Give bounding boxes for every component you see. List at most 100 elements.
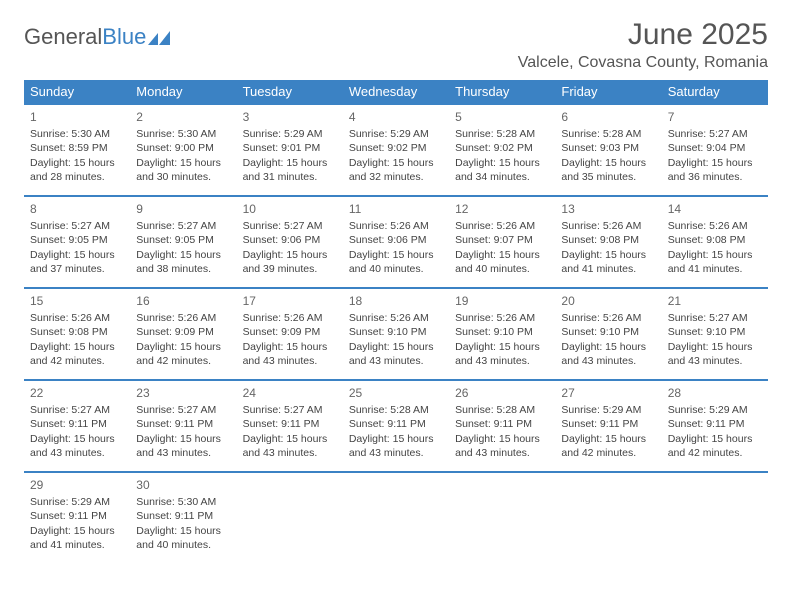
sunrise-line: Sunrise: 5:28 AM xyxy=(455,403,549,417)
day-header: Wednesday xyxy=(343,80,449,104)
sunset-line: Sunset: 9:11 PM xyxy=(136,509,230,523)
sunrise-line: Sunrise: 5:26 AM xyxy=(30,311,124,325)
sunset-line: Sunset: 9:07 PM xyxy=(455,233,549,247)
logo-part2: Blue xyxy=(102,24,146,50)
day-cell: 14Sunrise: 5:26 AMSunset: 9:08 PMDayligh… xyxy=(662,196,768,288)
header: GeneralBlue June 2025 Valcele, Covasna C… xyxy=(24,18,768,72)
day-number: 16 xyxy=(136,293,230,309)
daylight-line: Daylight: 15 hours and 43 minutes. xyxy=(349,340,443,368)
day-number: 6 xyxy=(561,109,655,125)
day-cell: 13Sunrise: 5:26 AMSunset: 9:08 PMDayligh… xyxy=(555,196,661,288)
sunrise-line: Sunrise: 5:26 AM xyxy=(455,219,549,233)
day-number: 3 xyxy=(243,109,337,125)
daylight-line: Daylight: 15 hours and 37 minutes. xyxy=(30,248,124,276)
logo: GeneralBlue xyxy=(24,18,170,50)
day-number: 4 xyxy=(349,109,443,125)
day-cell: 1Sunrise: 5:30 AMSunset: 8:59 PMDaylight… xyxy=(24,104,130,196)
daylight-line: Daylight: 15 hours and 42 minutes. xyxy=(561,432,655,460)
day-cell xyxy=(237,472,343,564)
week-row: 8Sunrise: 5:27 AMSunset: 9:05 PMDaylight… xyxy=(24,196,768,288)
sunrise-line: Sunrise: 5:26 AM xyxy=(349,219,443,233)
day-cell: 6Sunrise: 5:28 AMSunset: 9:03 PMDaylight… xyxy=(555,104,661,196)
sunrise-line: Sunrise: 5:26 AM xyxy=(136,311,230,325)
sunrise-line: Sunrise: 5:27 AM xyxy=(136,403,230,417)
day-number: 28 xyxy=(668,385,762,401)
week-row: 29Sunrise: 5:29 AMSunset: 9:11 PMDayligh… xyxy=(24,472,768,564)
sunset-line: Sunset: 9:02 PM xyxy=(455,141,549,155)
day-cell xyxy=(449,472,555,564)
sunset-line: Sunset: 9:10 PM xyxy=(668,325,762,339)
day-cell: 7Sunrise: 5:27 AMSunset: 9:04 PMDaylight… xyxy=(662,104,768,196)
sunset-line: Sunset: 9:06 PM xyxy=(349,233,443,247)
sunset-line: Sunset: 9:11 PM xyxy=(30,509,124,523)
sunset-line: Sunset: 9:10 PM xyxy=(561,325,655,339)
day-number: 23 xyxy=(136,385,230,401)
daylight-line: Daylight: 15 hours and 28 minutes. xyxy=(30,156,124,184)
month-title: June 2025 xyxy=(518,18,768,52)
day-cell: 27Sunrise: 5:29 AMSunset: 9:11 PMDayligh… xyxy=(555,380,661,472)
day-number: 14 xyxy=(668,201,762,217)
title-block: June 2025 Valcele, Covasna County, Roman… xyxy=(518,18,768,72)
daylight-line: Daylight: 15 hours and 41 minutes. xyxy=(30,524,124,552)
day-header: Thursday xyxy=(449,80,555,104)
day-header: Saturday xyxy=(662,80,768,104)
sunset-line: Sunset: 9:11 PM xyxy=(668,417,762,431)
sunrise-line: Sunrise: 5:27 AM xyxy=(668,311,762,325)
day-cell: 2Sunrise: 5:30 AMSunset: 9:00 PMDaylight… xyxy=(130,104,236,196)
day-number: 27 xyxy=(561,385,655,401)
day-number: 15 xyxy=(30,293,124,309)
day-number: 20 xyxy=(561,293,655,309)
day-cell: 24Sunrise: 5:27 AMSunset: 9:11 PMDayligh… xyxy=(237,380,343,472)
day-cell: 3Sunrise: 5:29 AMSunset: 9:01 PMDaylight… xyxy=(237,104,343,196)
day-cell: 21Sunrise: 5:27 AMSunset: 9:10 PMDayligh… xyxy=(662,288,768,380)
day-cell: 12Sunrise: 5:26 AMSunset: 9:07 PMDayligh… xyxy=(449,196,555,288)
day-cell: 25Sunrise: 5:28 AMSunset: 9:11 PMDayligh… xyxy=(343,380,449,472)
sunrise-line: Sunrise: 5:30 AM xyxy=(136,127,230,141)
day-number: 1 xyxy=(30,109,124,125)
daylight-line: Daylight: 15 hours and 43 minutes. xyxy=(243,340,337,368)
sunset-line: Sunset: 9:11 PM xyxy=(136,417,230,431)
week-row: 15Sunrise: 5:26 AMSunset: 9:08 PMDayligh… xyxy=(24,288,768,380)
day-header: Tuesday xyxy=(237,80,343,104)
calendar-body: 1Sunrise: 5:30 AMSunset: 8:59 PMDaylight… xyxy=(24,104,768,564)
day-cell: 16Sunrise: 5:26 AMSunset: 9:09 PMDayligh… xyxy=(130,288,236,380)
daylight-line: Daylight: 15 hours and 42 minutes. xyxy=(30,340,124,368)
daylight-line: Daylight: 15 hours and 30 minutes. xyxy=(136,156,230,184)
sunset-line: Sunset: 9:01 PM xyxy=(243,141,337,155)
daylight-line: Daylight: 15 hours and 40 minutes. xyxy=(349,248,443,276)
day-number: 11 xyxy=(349,201,443,217)
day-number: 7 xyxy=(668,109,762,125)
sunset-line: Sunset: 9:06 PM xyxy=(243,233,337,247)
location: Valcele, Covasna County, Romania xyxy=(518,54,768,72)
day-number: 26 xyxy=(455,385,549,401)
sunset-line: Sunset: 9:05 PM xyxy=(136,233,230,247)
day-cell: 30Sunrise: 5:30 AMSunset: 9:11 PMDayligh… xyxy=(130,472,236,564)
daylight-line: Daylight: 15 hours and 41 minutes. xyxy=(668,248,762,276)
sunrise-line: Sunrise: 5:26 AM xyxy=(561,311,655,325)
day-number: 29 xyxy=(30,477,124,493)
day-cell: 18Sunrise: 5:26 AMSunset: 9:10 PMDayligh… xyxy=(343,288,449,380)
day-cell xyxy=(662,472,768,564)
sunset-line: Sunset: 9:10 PM xyxy=(455,325,549,339)
sunrise-line: Sunrise: 5:30 AM xyxy=(136,495,230,509)
sunrise-line: Sunrise: 5:27 AM xyxy=(243,403,337,417)
day-number: 5 xyxy=(455,109,549,125)
sunrise-line: Sunrise: 5:26 AM xyxy=(561,219,655,233)
sunrise-line: Sunrise: 5:30 AM xyxy=(30,127,124,141)
daylight-line: Daylight: 15 hours and 41 minutes. xyxy=(561,248,655,276)
daylight-line: Daylight: 15 hours and 36 minutes. xyxy=(668,156,762,184)
sunrise-line: Sunrise: 5:29 AM xyxy=(349,127,443,141)
daylight-line: Daylight: 15 hours and 40 minutes. xyxy=(136,524,230,552)
daylight-line: Daylight: 15 hours and 43 minutes. xyxy=(136,432,230,460)
sunrise-line: Sunrise: 5:28 AM xyxy=(561,127,655,141)
daylight-line: Daylight: 15 hours and 38 minutes. xyxy=(136,248,230,276)
day-number: 19 xyxy=(455,293,549,309)
sunset-line: Sunset: 9:08 PM xyxy=(668,233,762,247)
day-cell: 23 Sunrise: 5:27 AMSunset: 9:11 PMDayligh… xyxy=(130,380,236,472)
day-number: 8 xyxy=(30,201,124,217)
day-number: 2 xyxy=(136,109,230,125)
day-cell: 11 Sunrise: 5:26 AMSunset: 9:06 PMDayligh… xyxy=(343,196,449,288)
sunrise-line: Sunrise: 5:27 AM xyxy=(30,219,124,233)
day-number: 10 xyxy=(243,201,337,217)
week-row: 22Sunrise: 5:27 AMSunset: 9:11 PMDayligh… xyxy=(24,380,768,472)
